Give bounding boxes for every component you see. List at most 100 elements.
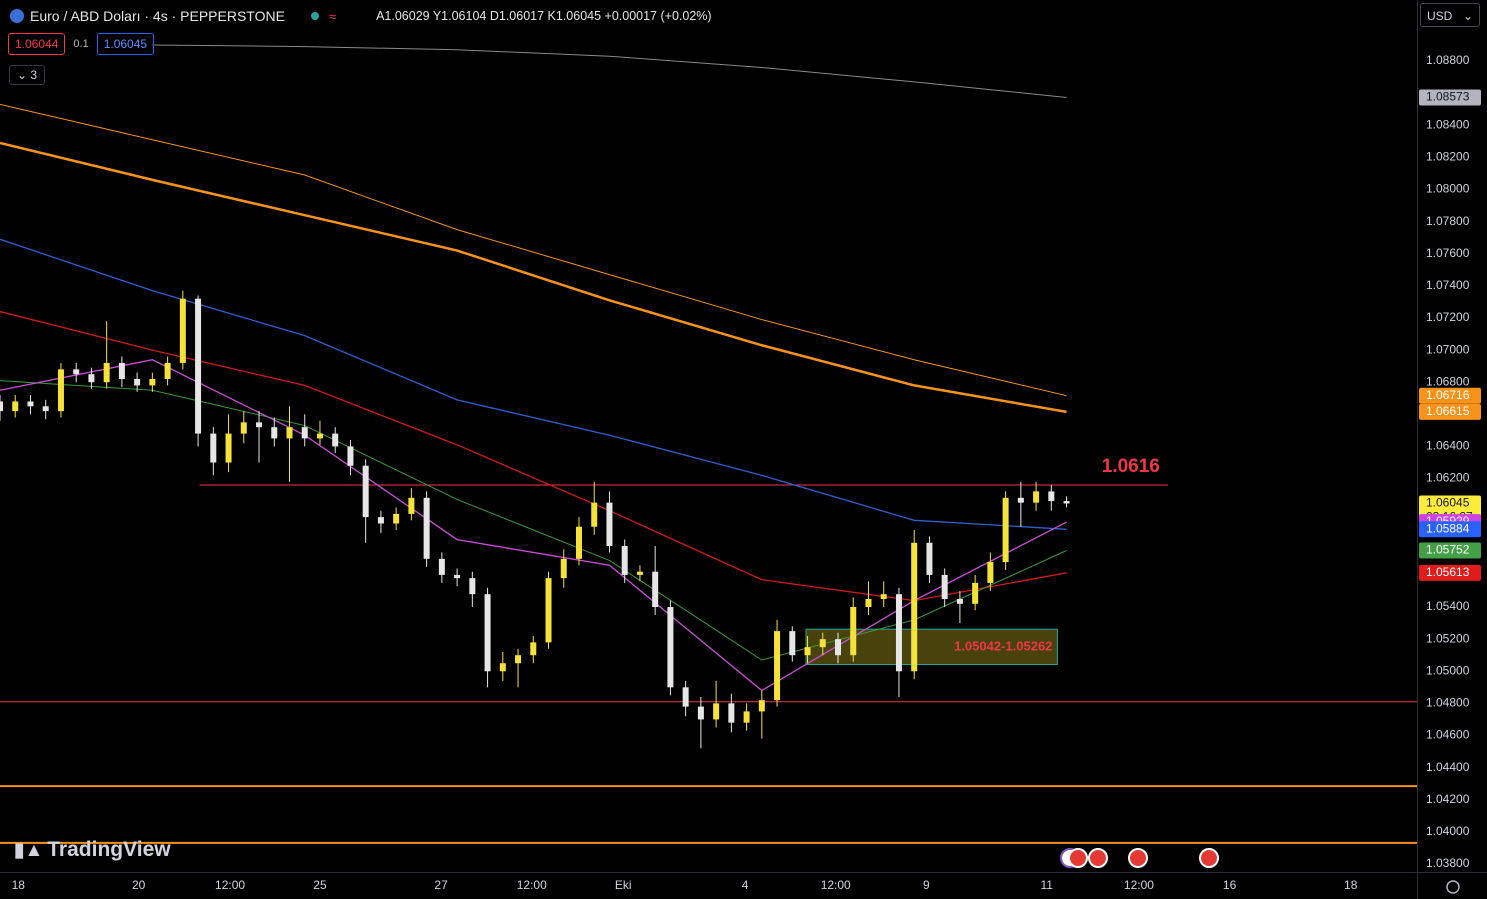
candle-body — [195, 298, 202, 434]
price-tag-label: 1.05884 — [1426, 521, 1470, 535]
y-tick-label: 1.04800 — [1426, 696, 1470, 710]
candle-body — [941, 574, 948, 599]
candle-body — [438, 558, 445, 575]
x-tick-label: 18 — [12, 878, 26, 892]
header: Euro / ABD Doları · 4s · PEPPERSTONE ≈ A… — [10, 6, 712, 26]
indicators-toggle[interactable]: ⌄ 3 — [9, 65, 46, 85]
candle-body — [240, 422, 247, 434]
y-tick-label: 1.05400 — [1426, 599, 1470, 613]
x-tick-label: 12:00 — [1124, 878, 1154, 892]
candle-body — [621, 546, 628, 575]
level-label: 1.0616 — [1102, 456, 1160, 477]
y-tick-label: 1.06800 — [1426, 374, 1470, 388]
x-tick-label: 27 — [434, 878, 448, 892]
candle-body — [1002, 497, 1009, 563]
price-tag — [1419, 403, 1481, 420]
x-tick-label: 25 — [313, 878, 327, 892]
spread: 0.1 — [73, 38, 89, 50]
event-icons — [1060, 848, 1219, 868]
candle-body — [499, 663, 506, 672]
candle-body — [210, 433, 217, 463]
ma-line — [0, 359, 1067, 692]
candle-body — [316, 433, 323, 439]
price-tag-label: 1.08573 — [1426, 90, 1470, 104]
price-tag-label: 1.06045 — [1426, 496, 1470, 510]
ma-line — [0, 310, 1067, 602]
x-tick-label: 20 — [132, 878, 146, 892]
symbol-icon — [10, 9, 24, 23]
candle-body — [134, 378, 141, 386]
buy-button[interactable]: 1.06045 — [96, 33, 155, 55]
y-tick-label: 1.08800 — [1426, 53, 1470, 67]
candle-body — [88, 374, 95, 383]
candle-body — [1033, 491, 1040, 503]
x-tick-label: 9 — [923, 878, 930, 892]
chevron: ⌄ — [17, 68, 31, 82]
candle-body — [758, 700, 765, 712]
indicator-count: 3 — [30, 68, 38, 82]
symbol[interactable]: Euro / ABD Doları · 4s · PEPPERSTONE — [30, 8, 285, 24]
candle-body — [225, 433, 232, 463]
candle-body — [530, 642, 537, 656]
plot: 1.0616 1.05042-1.05262 — [0, 44, 1417, 844]
x-tick-label: 16 — [1223, 878, 1237, 892]
price-tag-label: 1.05613 — [1426, 565, 1470, 579]
y-tick-label: 1.04000 — [1426, 824, 1470, 838]
candle-body — [301, 427, 308, 439]
ma-line — [0, 141, 1067, 414]
price-tag-label: 1.06615 — [1426, 404, 1470, 418]
chevron: ⌄ — [1462, 9, 1473, 23]
candle-body — [332, 433, 339, 447]
candle-body — [286, 427, 293, 439]
status-dot — [310, 12, 319, 20]
y-tick-label: 1.03800 — [1426, 856, 1470, 870]
y-tick-label: 1.07400 — [1426, 278, 1470, 292]
candle-body — [987, 562, 994, 583]
candle-body — [804, 647, 811, 656]
candle-body — [926, 542, 933, 575]
candle-body — [1017, 497, 1024, 503]
x-tick-label: Eki — [615, 878, 632, 892]
price-tag-label: 1.06716 — [1426, 388, 1470, 402]
candle-body — [895, 594, 902, 672]
y-tick-label: 1.08200 — [1426, 150, 1470, 164]
candle-body — [57, 369, 64, 412]
candle-body — [636, 571, 643, 575]
candle-body — [956, 598, 963, 604]
candle-body — [667, 607, 674, 688]
price-tag — [1419, 89, 1481, 106]
candle-body — [423, 497, 430, 559]
x-tick-label: 4 — [742, 878, 749, 892]
brand-name: TradingView — [47, 838, 171, 861]
candle-body — [1063, 501, 1070, 504]
candle-body — [880, 594, 887, 599]
candle-body — [118, 362, 125, 379]
candle-body — [697, 706, 704, 720]
settings-icon[interactable] — [1446, 880, 1460, 894]
currency-select[interactable]: USD ⌄ — [1420, 3, 1480, 27]
candle-body — [454, 574, 461, 579]
candle-body — [73, 369, 80, 375]
ma-line — [0, 238, 1067, 530]
candle-body — [972, 582, 979, 604]
candle-body — [682, 687, 689, 707]
candle-body — [256, 422, 263, 428]
y-tick-label: 1.07000 — [1426, 342, 1470, 356]
y-tick-label: 1.08000 — [1426, 182, 1470, 196]
candle-body — [789, 631, 796, 656]
zone — [805, 628, 1058, 666]
ma-line — [0, 380, 1067, 661]
candle-body — [408, 497, 415, 514]
x-tick-label: 12:00 — [517, 878, 547, 892]
brand: ▮▲ TradingView — [14, 838, 171, 862]
sell-button[interactable]: 1.06044 — [8, 33, 66, 55]
ma-line — [0, 103, 1067, 397]
y-tick-label: 1.06200 — [1426, 471, 1470, 485]
candle-body — [0, 401, 3, 412]
candle-body — [149, 378, 156, 386]
currency: USD — [1427, 9, 1453, 23]
candle-body — [377, 517, 384, 524]
y-tick-label: 1.05200 — [1426, 631, 1470, 645]
